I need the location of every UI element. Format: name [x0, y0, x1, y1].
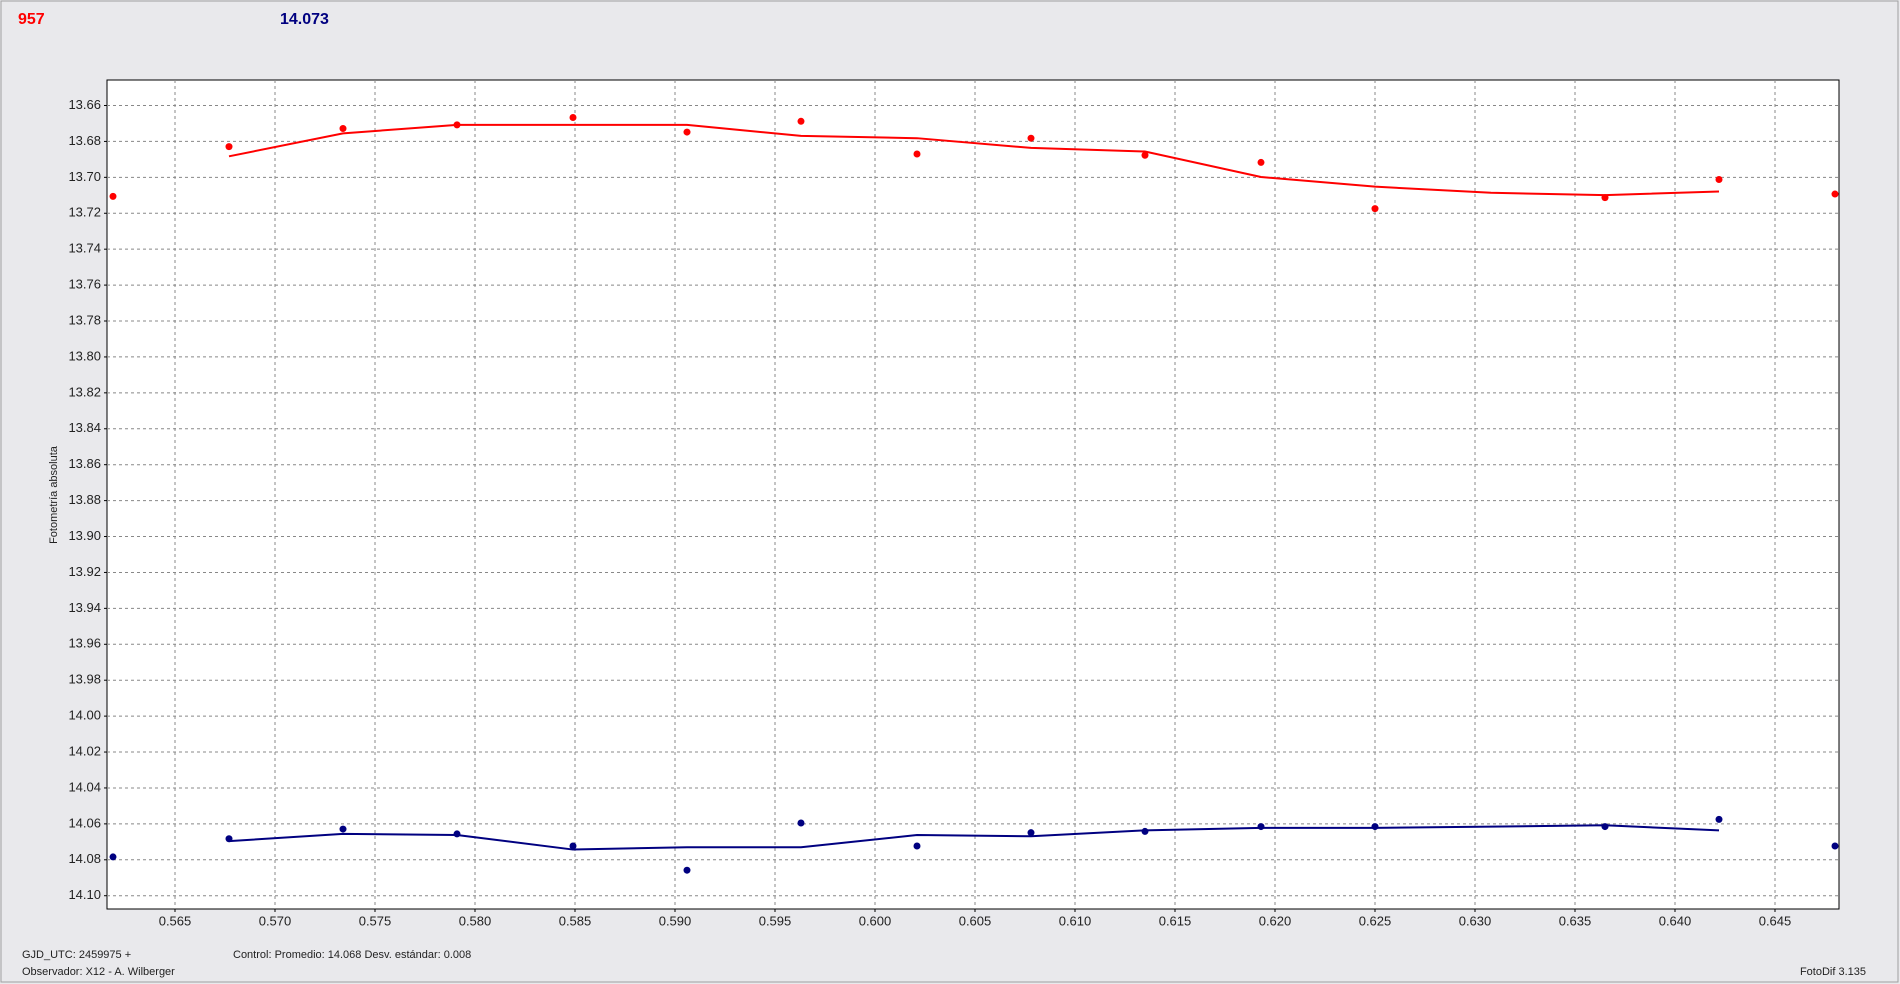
x-tick-label: 0.585	[559, 913, 592, 928]
x-tick-label: 0.645	[1759, 913, 1792, 928]
data-point	[1257, 823, 1265, 831]
y-tick-label: 13.78	[68, 312, 101, 327]
data-point	[1831, 190, 1839, 198]
y-tick-label: 13.86	[68, 456, 101, 471]
y-tick-label: 13.72	[68, 205, 101, 220]
y-tick-label: 13.96	[68, 636, 101, 651]
data-point	[109, 853, 117, 861]
y-tick-label: 13.74	[68, 241, 101, 256]
data-point	[1141, 151, 1149, 159]
data-point	[453, 830, 461, 838]
version: FotoDif 3.135	[1800, 966, 1866, 978]
target-label: 957	[18, 11, 45, 28]
fit-line	[228, 824, 1720, 851]
x-tick-label: 0.570	[259, 913, 292, 928]
data-point	[913, 150, 921, 158]
data-point	[1371, 823, 1379, 831]
control-value: 14.073	[280, 11, 329, 28]
y-tick-label: 13.94	[68, 600, 101, 615]
data-point	[1831, 842, 1839, 850]
x-tick-label: 0.575	[359, 913, 392, 928]
data-point	[1027, 134, 1035, 142]
y-tick-label: 13.70	[68, 169, 101, 184]
y-tick-label: 13.80	[68, 348, 101, 363]
y-tick-label: 13.90	[68, 528, 101, 543]
data-point	[1715, 815, 1723, 823]
x-tick-label: 0.580	[459, 913, 492, 928]
data-point	[683, 866, 691, 874]
data-point	[1715, 175, 1723, 183]
data-point	[1027, 829, 1035, 837]
x-tick-label: 0.565	[159, 913, 192, 928]
y-tick-label: 13.76	[68, 277, 101, 292]
x-tick-label: 0.615	[1159, 913, 1192, 928]
observer: Observador: X12 - A. Wilberger	[22, 966, 175, 978]
data-point	[225, 143, 233, 151]
data-point	[913, 842, 921, 850]
x-tick-label: 0.620	[1259, 913, 1292, 928]
y-axis-label: Fotometría absoluta	[48, 445, 60, 544]
data-point	[1601, 823, 1609, 831]
data-point	[339, 825, 347, 833]
y-tick-label: 13.66	[68, 97, 101, 112]
x-tick-label: 0.610	[1059, 913, 1092, 928]
data-point	[1371, 205, 1379, 213]
y-tick-label: 14.00	[68, 708, 101, 723]
x-tick-label: 0.590	[659, 913, 692, 928]
y-tick-label: 13.68	[68, 133, 101, 148]
y-tick-label: 13.84	[68, 420, 101, 435]
data-point	[109, 192, 117, 200]
y-tick-label: 13.92	[68, 564, 101, 579]
x-tick-label: 0.640	[1659, 913, 1692, 928]
data-point	[339, 124, 347, 132]
y-tick-label: 13.82	[68, 384, 101, 399]
fit-line	[228, 123, 1720, 197]
data-point	[797, 117, 805, 125]
x-tick-label: 0.625	[1359, 913, 1392, 928]
x-tick-label: 0.595	[759, 913, 792, 928]
x-tick-label: 0.605	[959, 913, 992, 928]
data-point	[797, 819, 805, 827]
x-tick-label: 0.630	[1459, 913, 1492, 928]
data-point	[683, 128, 691, 136]
y-tick-label: 13.98	[68, 672, 101, 687]
y-tick-label: 14.02	[68, 743, 101, 758]
plot-area	[106, 79, 1840, 910]
x-tick-label: 0.635	[1559, 913, 1592, 928]
data-point	[569, 842, 577, 850]
control-stats: Control: Promedio: 14.068 Desv. estándar…	[233, 949, 471, 961]
y-tick-label: 14.04	[68, 779, 101, 794]
y-tick-label: 13.88	[68, 492, 101, 507]
epoch: GJD_UTC: 2459975 +	[22, 949, 131, 961]
data-point	[1257, 158, 1265, 166]
y-tick-label: 14.10	[68, 887, 101, 902]
data-point	[569, 114, 577, 122]
y-tick-label: 14.06	[68, 815, 101, 830]
y-tick-label: 14.08	[68, 851, 101, 866]
x-tick-label: 0.600	[859, 913, 892, 928]
